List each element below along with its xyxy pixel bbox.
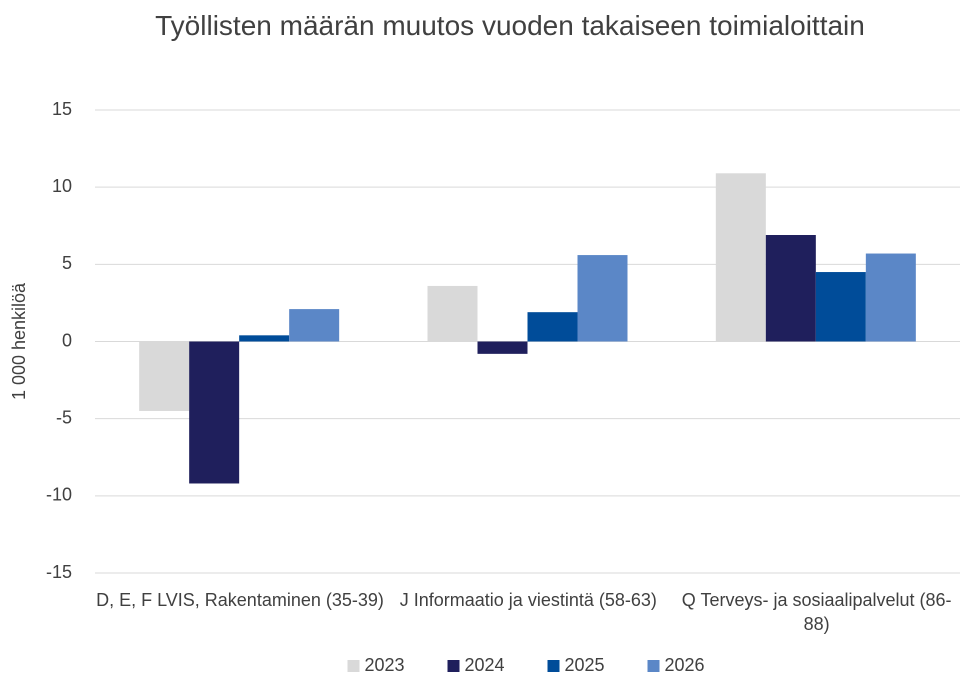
y-tick-label: 10 — [52, 176, 72, 196]
y-tick-label: 5 — [62, 253, 72, 273]
bar — [815, 272, 866, 342]
bar — [765, 235, 816, 342]
bar — [139, 341, 190, 411]
legend-swatch — [447, 660, 460, 672]
x-tick-label: J Informaatio ja viestintä (58-63) — [399, 590, 657, 610]
chart-title: Työllisten määrän muutos vuoden takaisee… — [155, 10, 865, 41]
bar — [189, 341, 240, 484]
y-tick-label: 15 — [52, 99, 72, 119]
y-tick-label: 0 — [62, 330, 72, 350]
legend-label: 2025 — [565, 655, 605, 675]
legend-swatch — [547, 660, 560, 672]
legend-label: 2026 — [665, 655, 705, 675]
y-tick-label: -5 — [56, 407, 72, 427]
legend-swatch — [647, 660, 660, 672]
y-tick-label: -15 — [46, 562, 72, 582]
legend-label: 2024 — [465, 655, 505, 675]
bar — [715, 173, 766, 342]
bar — [239, 335, 290, 342]
bar — [527, 312, 578, 342]
x-tick-label: Q Terveys- ja sosiaalipalvelut (86-88) — [681, 590, 952, 634]
y-tick-label: -10 — [46, 485, 72, 505]
bar — [477, 341, 528, 354]
legend-swatch — [347, 660, 360, 672]
bar — [427, 285, 478, 342]
bar — [289, 309, 340, 342]
bar — [577, 255, 628, 342]
y-axis-label: 1 000 henkilöä — [9, 282, 29, 400]
legend-label: 2023 — [365, 655, 405, 675]
x-tick-label: D, E, F LVIS, Rakentaminen (35-39) — [96, 590, 384, 610]
bar — [865, 253, 916, 342]
